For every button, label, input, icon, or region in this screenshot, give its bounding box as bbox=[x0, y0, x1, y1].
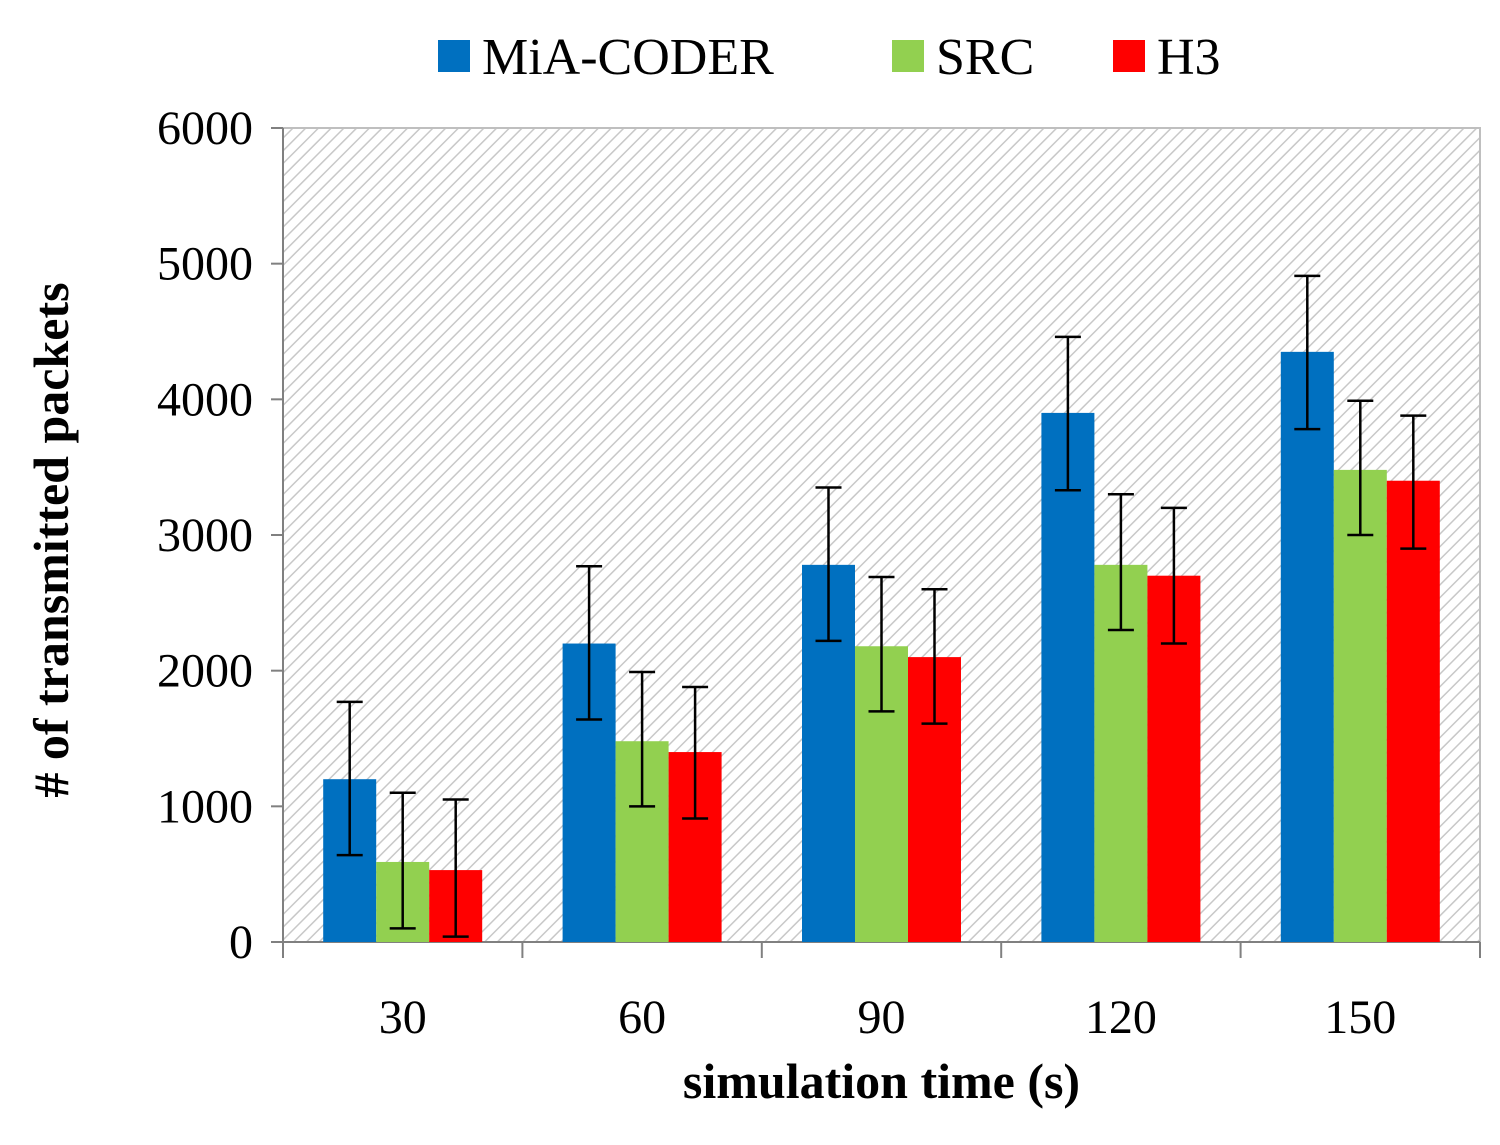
y-tick-label: 6000 bbox=[157, 102, 253, 155]
legend-item-h3: H3 bbox=[1113, 29, 1221, 86]
bar-src-150 bbox=[1334, 470, 1387, 942]
y-tick-label: 0 bbox=[229, 916, 253, 969]
y-tick-label: 5000 bbox=[157, 238, 253, 291]
y-axis-title: # of transmitted packets bbox=[23, 282, 79, 797]
x-axis-ticks: 30 60 90 120 150 bbox=[283, 942, 1480, 1044]
x-tick-label: 90 bbox=[858, 991, 906, 1044]
x-tick-label: 30 bbox=[379, 991, 427, 1044]
legend-label: H3 bbox=[1157, 29, 1221, 86]
x-axis-title: simulation time (s) bbox=[683, 1053, 1080, 1109]
y-tick-label: 4000 bbox=[157, 373, 253, 426]
x-tick-label: 120 bbox=[1085, 991, 1157, 1044]
legend-swatch bbox=[1113, 40, 1145, 72]
bar-mia-coder-120 bbox=[1041, 413, 1094, 942]
legend-swatch bbox=[892, 40, 924, 72]
legend-swatch bbox=[438, 40, 470, 72]
bar-h3-150 bbox=[1387, 481, 1440, 942]
x-tick-label: 150 bbox=[1324, 991, 1396, 1044]
legend-label: SRC bbox=[936, 29, 1034, 86]
legend-item-src: SRC bbox=[892, 29, 1034, 86]
x-tick-label: 60 bbox=[618, 991, 666, 1044]
y-tick-label: 3000 bbox=[157, 509, 253, 562]
legend-item-mia-coder: MiA-CODER bbox=[438, 29, 774, 86]
legend-label: MiA-CODER bbox=[482, 29, 774, 86]
legend: MiA-CODER SRC H3 bbox=[438, 29, 1221, 86]
bar-mia-coder-150 bbox=[1281, 352, 1334, 942]
y-tick-label: 2000 bbox=[157, 645, 253, 698]
y-tick-label: 1000 bbox=[157, 780, 253, 833]
bar-chart: 0 1000 2000 3000 4000 5000 6000 30 60 90 120 150 M… bbox=[0, 0, 1500, 1145]
y-axis-ticks: 0 1000 2000 3000 4000 5000 6000 bbox=[157, 102, 283, 969]
